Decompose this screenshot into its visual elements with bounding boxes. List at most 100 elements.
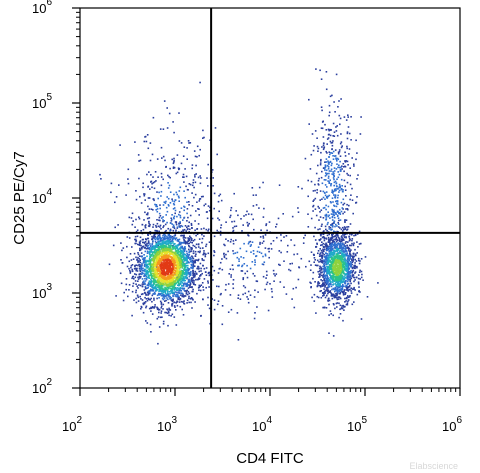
event-dot <box>173 157 175 160</box>
event-dot <box>332 158 335 160</box>
event-dot <box>179 288 181 290</box>
event-dot <box>175 282 178 284</box>
event-dot <box>189 279 191 282</box>
event-dot <box>169 297 171 300</box>
event-dot <box>351 275 354 277</box>
event-dot <box>336 294 338 297</box>
event-dot <box>256 250 259 253</box>
event-dot <box>333 259 335 262</box>
event-dot <box>172 277 174 280</box>
event-dot <box>148 222 150 225</box>
event-dot <box>168 184 171 187</box>
event-dot <box>340 242 342 244</box>
event-dot <box>322 167 325 169</box>
event-dot <box>155 269 158 272</box>
event-dot <box>133 278 135 280</box>
event-dot <box>150 180 153 183</box>
event-dot <box>220 199 223 202</box>
event-dot <box>150 249 153 252</box>
event-dot <box>140 266 143 268</box>
event-dot <box>152 272 154 275</box>
event-dot <box>339 142 342 145</box>
event-dot <box>207 230 209 232</box>
event-dot <box>343 226 346 228</box>
event-dot <box>319 275 321 278</box>
event-dot <box>270 248 273 250</box>
event-dot <box>161 157 163 159</box>
event-dot <box>207 252 210 255</box>
event-dot <box>190 278 193 280</box>
event-dot <box>176 261 178 263</box>
event-dot <box>347 278 349 281</box>
event-dot <box>331 297 334 300</box>
event-dot <box>147 247 150 250</box>
event-dot <box>320 158 322 161</box>
event-dot <box>161 284 163 287</box>
event-dot <box>345 300 347 302</box>
event-dot <box>146 271 149 273</box>
event-dot <box>145 294 148 296</box>
event-dot <box>186 293 189 296</box>
event-dot <box>179 259 182 262</box>
event-dot <box>346 267 348 269</box>
event-dot <box>132 285 134 287</box>
event-dot <box>152 277 154 279</box>
event-dot <box>160 305 163 307</box>
event-dot <box>230 308 233 311</box>
event-dot <box>186 201 188 203</box>
event-dot <box>346 289 349 291</box>
event-dot <box>143 289 146 291</box>
event-dot <box>262 235 264 237</box>
event-dot <box>360 270 363 273</box>
event-dot <box>328 182 330 184</box>
event-dot <box>178 200 180 202</box>
event-dot <box>323 306 326 309</box>
event-dot <box>320 269 323 271</box>
event-dot <box>143 258 146 261</box>
event-dot <box>350 249 352 251</box>
event-dot <box>154 290 157 292</box>
event-dot <box>162 320 165 323</box>
event-dot <box>322 207 325 209</box>
event-dot <box>145 238 148 241</box>
event-dot <box>334 250 336 253</box>
event-dot <box>172 288 174 291</box>
event-dot <box>183 146 186 148</box>
event-dot <box>343 250 345 252</box>
event-dot <box>149 260 151 262</box>
event-dot <box>338 273 340 275</box>
event-dot <box>127 168 130 171</box>
event-dot <box>338 183 341 186</box>
event-dot <box>333 172 335 175</box>
event-dot <box>131 314 133 317</box>
event-dot <box>178 242 181 244</box>
event-dot <box>138 284 140 286</box>
event-dot <box>274 274 276 277</box>
event-dot <box>308 98 310 101</box>
event-dot <box>356 293 359 296</box>
event-dot <box>174 212 176 215</box>
event-dot <box>331 189 334 191</box>
event-dot <box>324 225 327 228</box>
event-dot <box>185 262 187 265</box>
event-dot <box>241 264 244 267</box>
event-dot <box>321 233 323 235</box>
event-dot <box>146 255 148 258</box>
event-dot <box>355 254 357 257</box>
event-dot <box>341 165 343 167</box>
event-dot <box>192 288 194 291</box>
event-dot <box>339 170 342 172</box>
event-dot <box>329 280 331 282</box>
event-dot <box>170 283 172 286</box>
event-dot <box>182 255 185 257</box>
event-dot <box>137 260 139 262</box>
event-dot <box>178 213 180 216</box>
event-dot <box>147 185 150 188</box>
event-dot <box>139 249 141 252</box>
event-dot <box>265 277 267 279</box>
event-dot <box>340 270 342 273</box>
event-dot <box>146 217 149 220</box>
event-dot <box>172 257 175 260</box>
event-dot <box>149 262 152 264</box>
event-dot <box>187 237 189 239</box>
